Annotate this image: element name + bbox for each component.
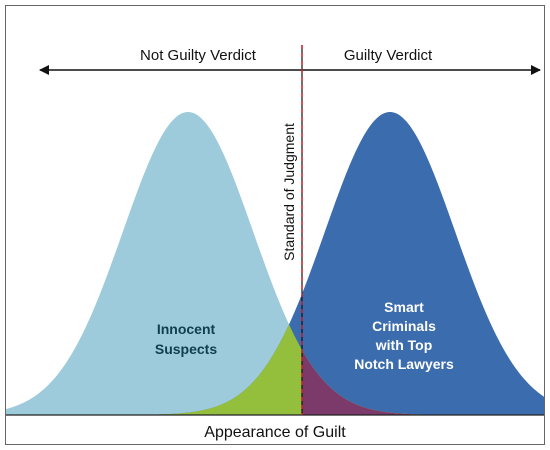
not-guilty-label: Not Guilty Verdict [140, 47, 257, 64]
x-axis-label: Appearance of Guilt [204, 424, 346, 441]
criminal-label-line: with Top [375, 337, 433, 353]
criminal-label-line: Smart [384, 299, 424, 315]
guilty-label: Guilty Verdict [344, 47, 433, 64]
innocent-label-line: Suspects [155, 341, 217, 357]
innocent-curve [6, 112, 544, 415]
innocent-label-line: Innocent [157, 321, 216, 337]
threshold-label: Standard of Judgment [281, 123, 297, 261]
curves [6, 112, 544, 415]
criminal-label-line: Criminals [372, 318, 436, 334]
criminal-curve [6, 112, 544, 415]
criminal-label-line: Notch Lawyers [354, 356, 454, 372]
